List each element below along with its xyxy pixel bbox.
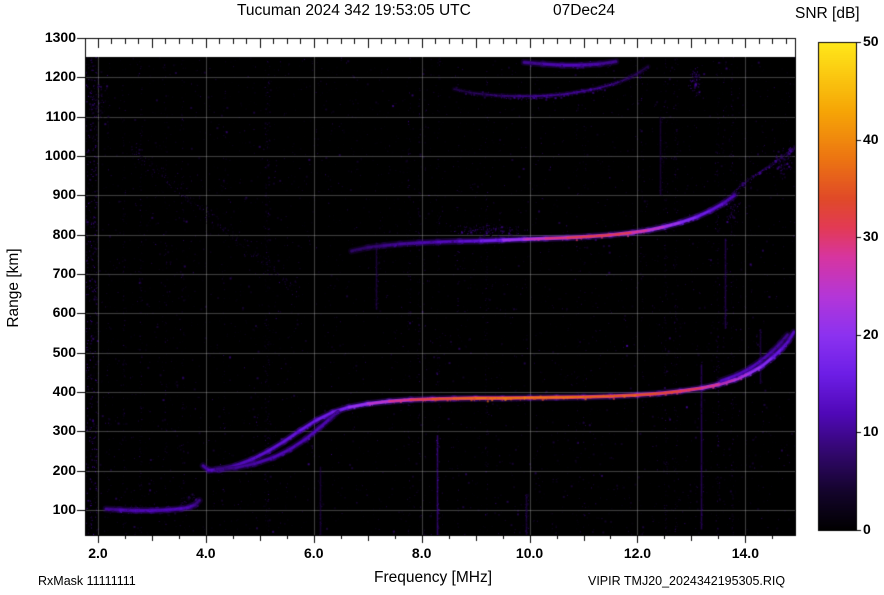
y-tick-label: 800	[52, 225, 76, 242]
colorbar-title: SNR [dB]	[795, 5, 860, 22]
colorbar-tick-label: 10	[863, 423, 879, 440]
y-axis-label: Range [km]	[5, 248, 22, 328]
y-tick-label: 1100	[45, 107, 76, 124]
x-tick-label: 10.0	[515, 545, 544, 561]
y-tick-label: 1000	[44, 146, 76, 163]
colorbar-tick-label: 30	[863, 228, 879, 245]
x-tick-label: 6.0	[304, 545, 324, 561]
x-tick-label: 14.0	[731, 545, 759, 561]
y-tick-label: 1300	[44, 29, 76, 45]
colorbar-tick-label: 0	[863, 521, 871, 537]
filename-label: VIPIR TMJ20_2024342195305.RIQ	[588, 574, 786, 588]
y-tick-label: 300	[52, 422, 76, 439]
x-tick-label: 4.0	[196, 545, 216, 561]
y-tick-label: 200	[52, 461, 76, 478]
y-tick-label: 600	[52, 304, 76, 321]
plot-title: Tucuman 2024 342 19:53:05 UTC	[237, 2, 471, 19]
y-tick-label: 100	[52, 500, 76, 517]
y-tick-label: 700	[52, 264, 76, 281]
y-tick-label: 1200	[44, 68, 76, 85]
plot-date: 07Dec24	[553, 2, 616, 19]
y-tick-label: 900	[52, 186, 76, 203]
x-tick-label: 8.0	[411, 545, 432, 561]
colorbar-tick-label: 50	[863, 33, 879, 49]
y-tick-label: 500	[52, 343, 76, 360]
colorbar-tick-label: 20	[863, 325, 879, 342]
colorbar-tick-label: 40	[863, 130, 879, 147]
y-tick-label: 400	[52, 382, 76, 399]
x-tick-label: 12.0	[623, 545, 652, 561]
x-axis-label: Frequency [MHz]	[374, 569, 493, 586]
rxmask-label: RxMask 11111111	[38, 574, 136, 588]
x-tick-label: 2.0	[88, 545, 108, 561]
